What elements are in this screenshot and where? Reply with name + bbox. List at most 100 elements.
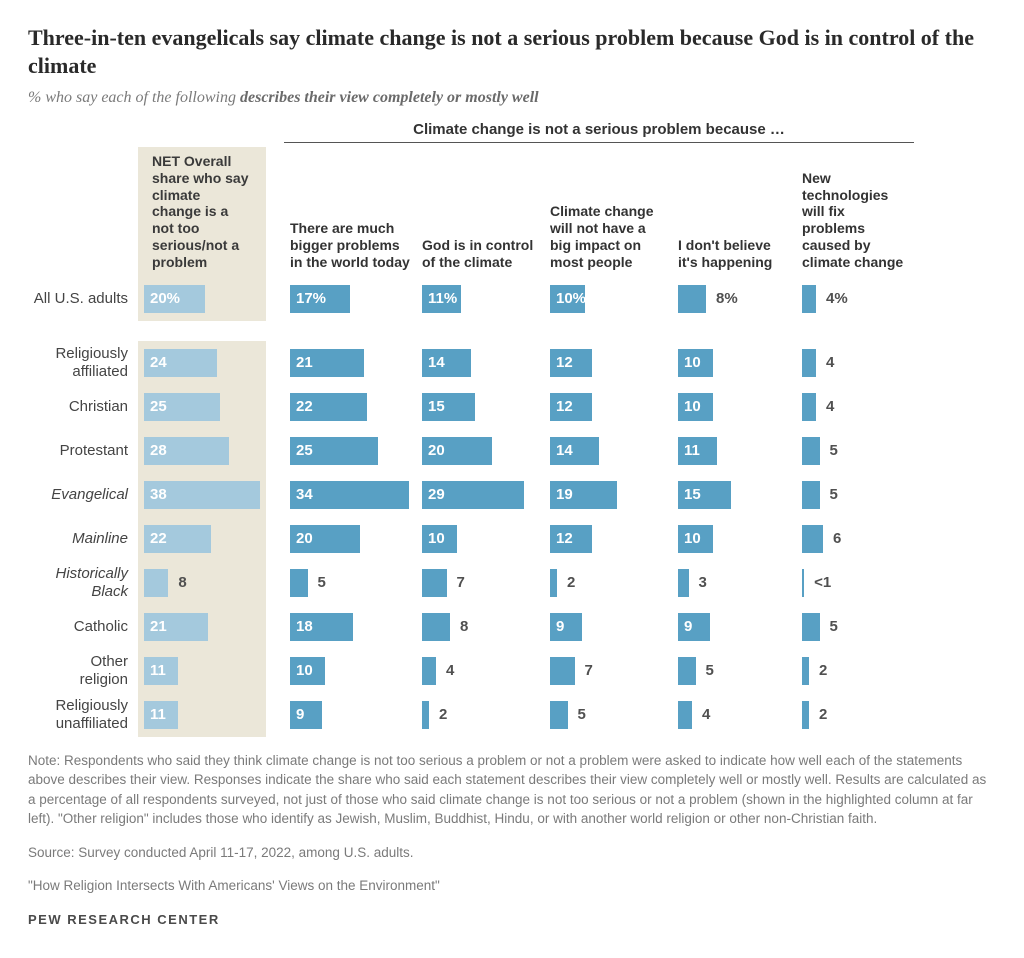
bar: 10 (678, 349, 713, 377)
bar-value: 4 (696, 706, 710, 723)
col-header-label: There are much bigger problems in the wo… (290, 220, 410, 276)
bar-value: 5 (824, 486, 838, 503)
bar: 20% (144, 285, 205, 313)
bar (802, 437, 820, 465)
cell-net: 11 (138, 649, 266, 693)
bar-value: 5 (572, 706, 586, 723)
cell-believe: 9 (672, 605, 796, 649)
bar-value: 2 (561, 574, 575, 591)
row-label: Mainline (28, 530, 138, 547)
bar-value: 10 (678, 354, 701, 371)
cell-believe: 8% (672, 277, 796, 321)
bar: 11 (144, 701, 178, 729)
cell-believe: 15 (672, 473, 796, 517)
bar-value: 15 (678, 486, 701, 503)
bar: 10 (678, 393, 713, 421)
bar-value: 8% (710, 290, 738, 307)
col-header-god: God is in control of the climate (416, 237, 544, 277)
bar (802, 349, 816, 377)
col-header-label: I don't believe it's happening (678, 237, 790, 277)
cell-impact: 12 (544, 385, 672, 429)
bar: 15 (422, 393, 475, 421)
cell-net: 24 (138, 341, 266, 385)
bar: 10% (550, 285, 585, 313)
bar (550, 701, 568, 729)
bar: 25 (290, 437, 378, 465)
bar (422, 613, 450, 641)
bar-value: 10 (422, 530, 445, 547)
bar-value: 5 (700, 662, 714, 679)
cell-bigger: 34 (284, 473, 416, 517)
bar-value: 10 (678, 530, 701, 547)
bar-value: 10 (290, 662, 313, 679)
bar: 11 (144, 657, 178, 685)
row-label: Religiously unaffiliated (28, 697, 138, 732)
bar-value: 8 (172, 574, 186, 591)
bar (290, 569, 308, 597)
bar (678, 569, 689, 597)
col-header-tech: New technologies will fix problems cause… (796, 170, 914, 277)
cell-bigger: 17% (284, 277, 416, 321)
bar (422, 701, 429, 729)
cell-net: 11 (138, 693, 266, 737)
cell-impact: 19 (544, 473, 672, 517)
bar: 25 (144, 393, 220, 421)
cell-net: 28 (138, 429, 266, 473)
bar (678, 657, 696, 685)
table-row: All U.S. adults 20% 17% 11% 10% 8% 4% (28, 277, 996, 321)
bar-value: 12 (550, 530, 573, 547)
table-row: Catholic21188995 (28, 605, 996, 649)
table-row: Evangelical38342919155 (28, 473, 996, 517)
bar-value: 5 (824, 618, 838, 635)
bar (802, 569, 804, 597)
chart-source: Source: Survey conducted April 11-17, 20… (28, 843, 996, 863)
bar (422, 657, 436, 685)
col-header-bigger: There are much bigger problems in the wo… (284, 220, 416, 276)
table-row: Religiously unaffiliated1192542 (28, 693, 996, 737)
bar-value: 2 (813, 706, 827, 723)
table-row: Protestant28252014115 (28, 429, 996, 473)
cell-bigger: 18 (284, 605, 416, 649)
table-row: Other religion11104752 (28, 649, 996, 693)
cell-impact: 14 (544, 429, 672, 473)
bar: 17% (290, 285, 350, 313)
super-header-rule (284, 142, 914, 143)
row-label: All U.S. adults (28, 290, 138, 307)
bar: 9 (550, 613, 582, 641)
cell-bigger: 20 (284, 517, 416, 561)
bar-value: 18 (290, 618, 313, 635)
bar-value: 21 (144, 618, 167, 635)
cell-believe: 10 (672, 517, 796, 561)
bar: 29 (422, 481, 524, 509)
chart-subtitle: % who say each of the following describe… (28, 89, 996, 107)
bar-value: 4 (820, 354, 834, 371)
col-header-label: NET Overall share who say climate change… (144, 147, 260, 277)
cell-god: 7 (416, 561, 544, 605)
col-header-believe: I don't believe it's happening (672, 237, 796, 277)
cell-bigger: 9 (284, 693, 416, 737)
bar: 38 (144, 481, 260, 509)
bar: 9 (678, 613, 710, 641)
subtitle-emph: describes their view completely or mostl… (240, 89, 539, 106)
bar-value: 9 (550, 618, 564, 635)
bar-value: <1 (808, 574, 831, 591)
bar-value: 11% (422, 290, 457, 307)
col-header-net: NET Overall share who say climate change… (138, 147, 266, 277)
cell-believe: 5 (672, 649, 796, 693)
cell-tech: <1 (796, 561, 914, 605)
bar: 9 (290, 701, 322, 729)
bar: 12 (550, 349, 592, 377)
bar: 12 (550, 393, 592, 421)
cell-net: 38 (138, 473, 266, 517)
cell-net: 22 (138, 517, 266, 561)
bar-value: 2 (813, 662, 827, 679)
bar: 18 (290, 613, 353, 641)
bar: 15 (678, 481, 731, 509)
cell-tech: 4 (796, 341, 914, 385)
cell-bigger: 10 (284, 649, 416, 693)
bar: 20 (290, 525, 360, 553)
bar: 20 (422, 437, 492, 465)
cell-tech: 4% (796, 277, 914, 321)
bar: 10 (678, 525, 713, 553)
bar (144, 569, 168, 597)
